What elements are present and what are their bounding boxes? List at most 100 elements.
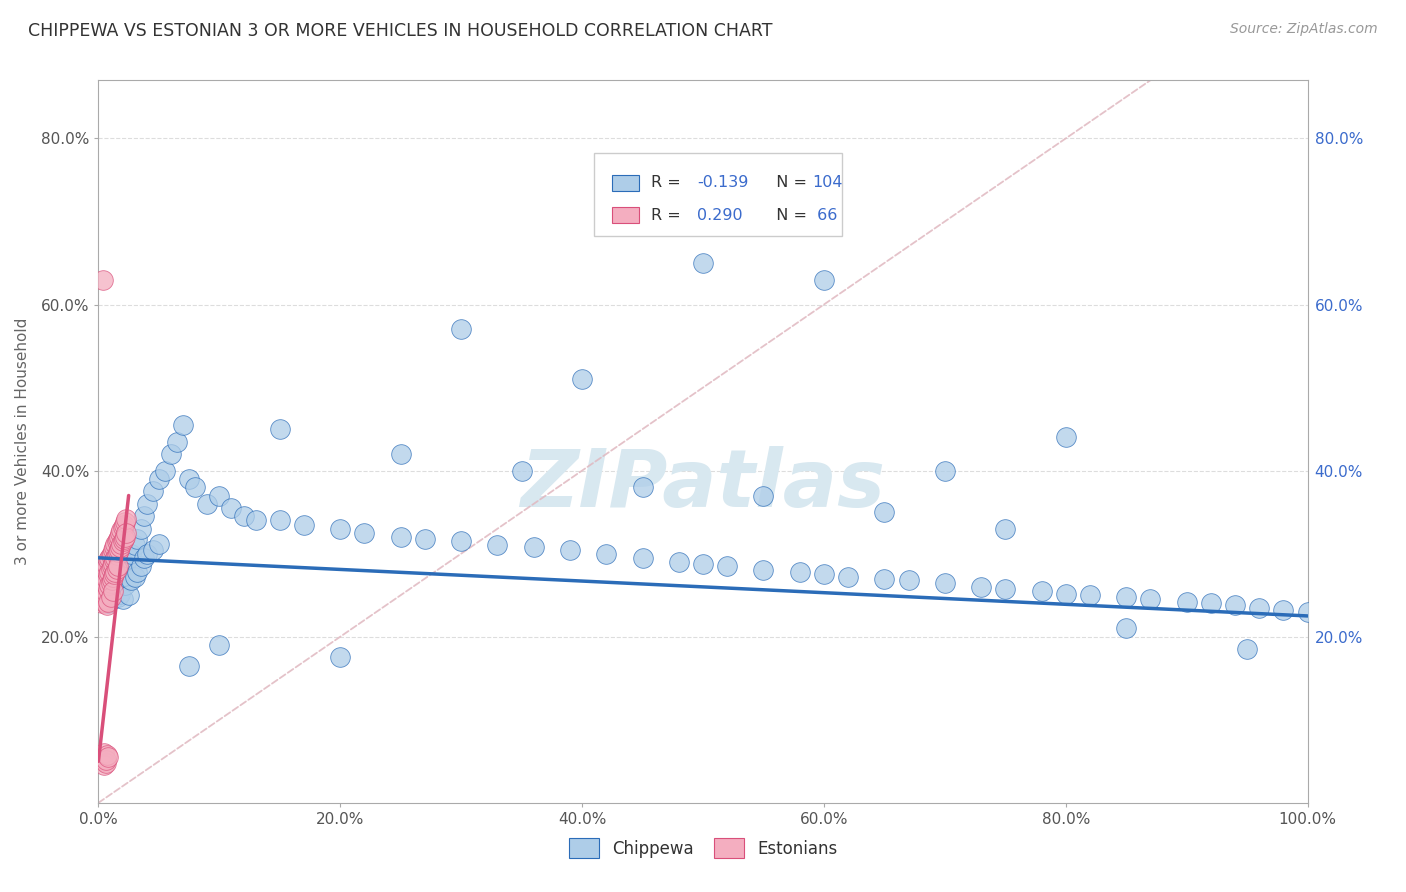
Point <box>245 513 267 527</box>
Point <box>100 561 122 575</box>
Point <box>114 578 136 592</box>
Point <box>96 598 118 612</box>
Point <box>120 547 142 561</box>
Point <box>450 534 472 549</box>
Point <box>134 550 156 565</box>
Legend: Chippewa, Estonians: Chippewa, Estonians <box>561 830 845 867</box>
Point <box>98 565 121 579</box>
Point <box>97 553 120 567</box>
Point <box>105 534 128 549</box>
Point <box>179 472 201 486</box>
Point <box>1139 592 1161 607</box>
Point <box>91 584 114 599</box>
Point <box>101 542 124 557</box>
Point <box>108 540 131 554</box>
Point <box>103 540 125 554</box>
Point <box>970 580 993 594</box>
Point <box>101 575 124 590</box>
Point <box>413 532 436 546</box>
Point <box>1031 584 1053 599</box>
Text: -0.139: -0.139 <box>697 175 748 190</box>
Point <box>101 584 124 599</box>
Point <box>1223 598 1246 612</box>
Point <box>91 597 114 611</box>
Point <box>107 545 129 559</box>
Point <box>97 750 120 764</box>
Point <box>129 522 152 536</box>
Point <box>93 582 115 596</box>
Point <box>184 480 207 494</box>
Point <box>510 464 533 478</box>
Point <box>91 754 114 768</box>
Point <box>94 592 117 607</box>
Point <box>103 553 125 567</box>
Point <box>114 559 136 574</box>
Point <box>813 272 835 286</box>
Point <box>994 522 1017 536</box>
Point <box>1078 588 1101 602</box>
Point <box>1054 430 1077 444</box>
Point <box>94 756 117 770</box>
Point <box>108 567 131 582</box>
Point <box>105 563 128 577</box>
Point <box>873 572 896 586</box>
Point <box>100 549 122 563</box>
Point <box>172 417 194 432</box>
Point <box>221 500 243 515</box>
Point <box>595 547 617 561</box>
Point <box>103 567 125 582</box>
Point <box>120 573 142 587</box>
Text: N =: N = <box>766 175 813 190</box>
Point <box>97 597 120 611</box>
Point <box>111 534 134 549</box>
Point <box>93 746 115 760</box>
Point <box>127 565 149 579</box>
Point <box>558 542 581 557</box>
Point <box>98 550 121 565</box>
Point <box>114 515 136 529</box>
Point <box>129 559 152 574</box>
Point <box>148 537 170 551</box>
Point <box>94 563 117 577</box>
Point <box>208 638 231 652</box>
Point <box>110 524 132 538</box>
FancyBboxPatch shape <box>613 175 638 191</box>
Text: 104: 104 <box>811 175 842 190</box>
Point <box>104 550 127 565</box>
Point <box>166 434 188 449</box>
Point <box>97 567 120 582</box>
Point <box>571 372 593 386</box>
Point <box>118 550 141 565</box>
Point <box>1199 597 1222 611</box>
Point <box>135 547 157 561</box>
Point <box>135 497 157 511</box>
Point <box>692 557 714 571</box>
Point <box>93 758 115 772</box>
Y-axis label: 3 or more Vehicles in Household: 3 or more Vehicles in Household <box>15 318 30 566</box>
Point <box>107 572 129 586</box>
Point <box>631 480 654 494</box>
Point <box>96 580 118 594</box>
Point <box>93 567 115 582</box>
Point <box>100 588 122 602</box>
Point <box>108 530 131 544</box>
Point <box>897 573 920 587</box>
Point <box>100 572 122 586</box>
Point <box>107 559 129 574</box>
Point <box>101 557 124 571</box>
FancyBboxPatch shape <box>613 207 638 223</box>
Point <box>631 550 654 565</box>
Point <box>114 530 136 544</box>
Point <box>111 575 134 590</box>
Point <box>96 559 118 574</box>
Point <box>96 586 118 600</box>
Point <box>329 650 352 665</box>
Point <box>101 592 124 607</box>
Point <box>100 547 122 561</box>
Point <box>269 422 291 436</box>
Point <box>93 584 115 599</box>
Point <box>101 570 124 584</box>
Point <box>752 563 775 577</box>
Point <box>873 505 896 519</box>
Point <box>115 512 138 526</box>
